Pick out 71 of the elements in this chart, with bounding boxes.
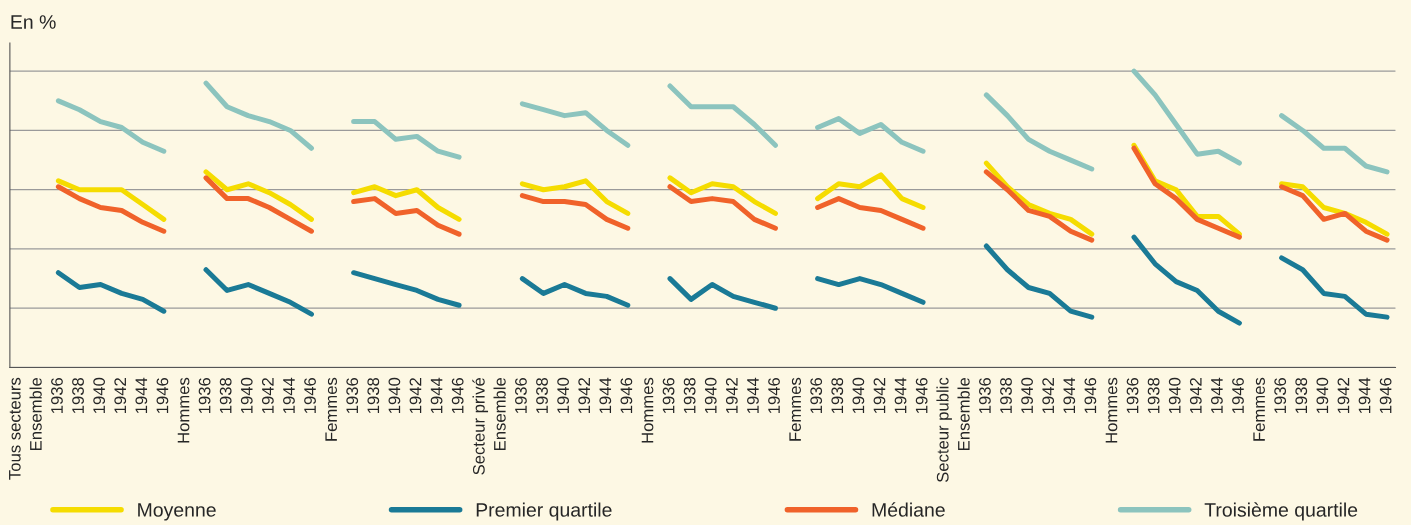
x-tick-label: 1942 — [1042, 378, 1055, 414]
x-tick-label: Secteur privé — [472, 377, 489, 475]
x-tick-label: 1946 — [156, 377, 169, 414]
x-tick-label: 1940 — [704, 377, 717, 414]
x-tick-label: 1938 — [367, 377, 380, 414]
x-tick-label: Femmes — [789, 377, 801, 441]
x-tick-label: 1938 — [72, 377, 84, 414]
x-tick-label: 1940 — [93, 377, 106, 414]
x-tick-label: 1944 — [135, 377, 148, 414]
x-tick-label: 1946 — [304, 377, 316, 414]
x-tick-label: Femmes — [325, 377, 338, 441]
x-tick-label: Ensemble — [29, 377, 42, 450]
x-tick-label: 1942 — [725, 378, 738, 414]
x-tick-label: Secteur public — [936, 377, 952, 483]
x-tick-label: 1938 — [536, 377, 548, 414]
x-tick-label: Hommes — [641, 377, 654, 443]
x-tick-label: 1942 — [1337, 378, 1350, 414]
x-tick-label: 1942 — [114, 378, 127, 414]
x-tick-label: 1936 — [198, 377, 211, 414]
x-tick-label: 1946 — [1232, 377, 1244, 414]
x-tick-label: 1936 — [662, 377, 675, 414]
x-tick-label: Ensemble — [957, 377, 970, 450]
x-tick-label: 1944 — [430, 377, 443, 414]
x-tick-label: 1938 — [219, 377, 232, 414]
x-tick-label: 1936 — [51, 377, 63, 414]
x-tick-label: 1944 — [1358, 377, 1371, 414]
x-tick-label: 1946 — [1379, 377, 1392, 414]
x-tick-label: 1936 — [1126, 377, 1139, 414]
x-tick-label: 1936 — [1274, 377, 1287, 414]
x-tick-label: 1940 — [557, 377, 570, 414]
x-tick-label: 1946 — [620, 377, 633, 414]
x-tick-label: 1936 — [979, 377, 991, 414]
x-tick-label: 1936 — [515, 377, 527, 414]
x-tick-label: 1938 — [1000, 377, 1012, 414]
x-tick-label: 1946 — [451, 377, 464, 414]
x-tick-label: 1940 — [1316, 377, 1329, 414]
x-tick-label: 1946 — [915, 377, 928, 414]
x-tick-label: 1940 — [240, 377, 253, 414]
x-tick-label: 1940 — [388, 377, 401, 414]
x-tick-label: 1940 — [1168, 377, 1181, 414]
x-tick-label: 1944 — [283, 377, 295, 414]
x-tick-label: 1938 — [1147, 377, 1160, 414]
x-tick-label: Hommes — [1105, 377, 1118, 443]
x-tick-label: Hommes — [177, 377, 190, 443]
x-tick-label: 1944 — [894, 377, 907, 414]
x-tick-label: 1946 — [768, 377, 780, 414]
x-tick-label: 1938 — [831, 377, 844, 414]
x-tick-label: 1942 — [873, 378, 886, 414]
y-axis-title: En % — [11, 15, 56, 29]
legend-label: Médiane — [872, 502, 945, 517]
x-tick-label: 1940 — [1021, 377, 1033, 414]
x-tick-label: 1938 — [683, 377, 696, 414]
x-tick-label: 1940 — [852, 377, 865, 414]
x-tick-label: 1942 — [261, 378, 274, 414]
x-tick-label: 1944 — [747, 377, 759, 414]
x-tick-label: Ensemble — [493, 377, 506, 450]
x-tick-label: 1942 — [409, 378, 422, 414]
x-tick-label: Femmes — [1253, 377, 1265, 441]
x-tick-label: 1944 — [1211, 377, 1223, 414]
x-tick-label: 1942 — [578, 378, 591, 414]
x-tick-label: 1944 — [1063, 377, 1076, 414]
x-tick-label: 1946 — [1084, 377, 1097, 414]
legend-label: Premier quartile — [476, 502, 612, 521]
x-tick-label: 1936 — [810, 377, 823, 414]
x-tick-label: 1944 — [599, 377, 612, 414]
x-tick-label: 1938 — [1295, 377, 1308, 414]
x-tick-label: 1936 — [346, 377, 359, 414]
x-tick-label: Tous secteurs — [9, 377, 21, 480]
legend-label: Moyenne — [138, 503, 216, 521]
x-tick-label: 1942 — [1189, 378, 1202, 414]
legend-label: Troisième quartile — [1204, 502, 1358, 521]
